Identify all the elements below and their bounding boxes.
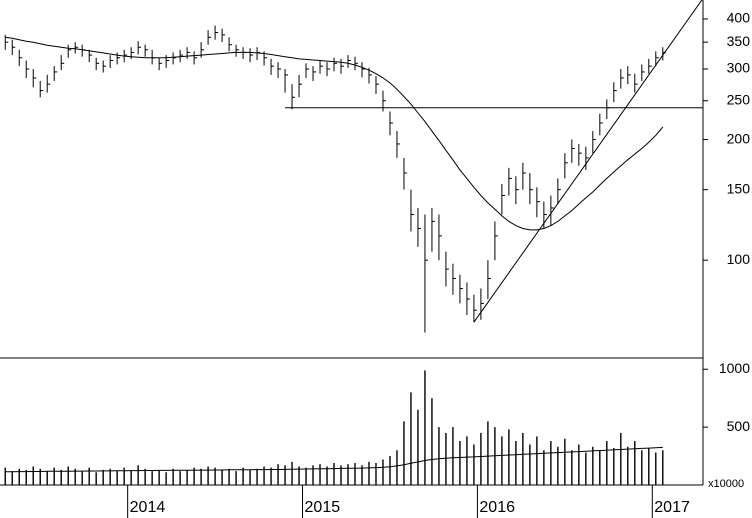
moving-average — [5, 446, 663, 473]
x-tick-label: 2017 — [654, 499, 690, 516]
y-tick-label: 350 — [727, 33, 751, 49]
trend-line — [473, 0, 703, 323]
x-tick-label: 2014 — [130, 499, 166, 516]
y-tick-label: 150 — [727, 180, 751, 196]
y-tick-label: 100 — [727, 251, 751, 267]
y-tick-label: 400 — [727, 10, 751, 26]
y-tick-label: 500 — [727, 418, 751, 434]
y-tick-label: 200 — [727, 130, 751, 146]
y-tick-label: 250 — [727, 91, 751, 107]
x-tick-label: 2016 — [479, 499, 515, 516]
y-tick-label: 300 — [727, 60, 751, 76]
moving-average — [5, 36, 664, 231]
y-tick-label: 1000 — [719, 360, 750, 376]
x-tick-label: 2015 — [305, 499, 341, 516]
unit-label: x10000 — [708, 478, 744, 490]
